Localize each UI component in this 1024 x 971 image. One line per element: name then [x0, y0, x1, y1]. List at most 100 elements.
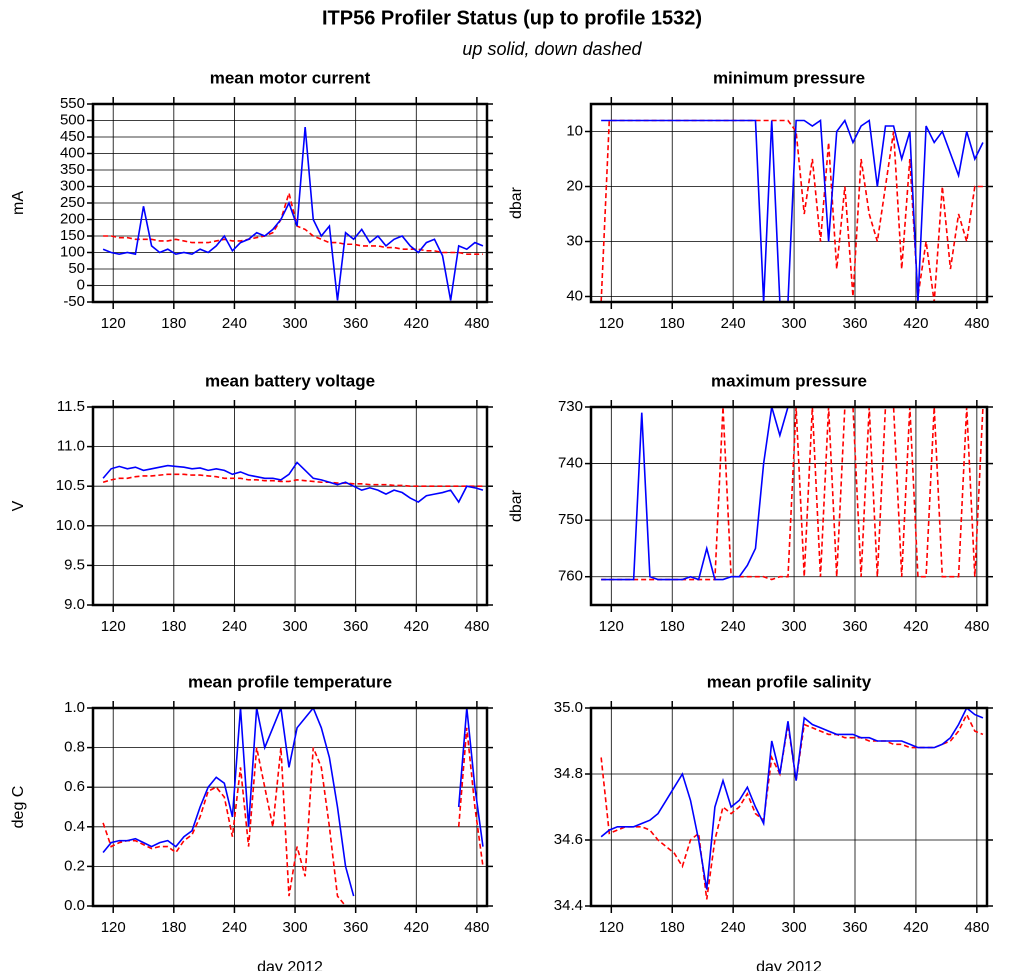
y-tick-label: 9.0 — [64, 596, 85, 613]
x-tick-label: 300 — [283, 618, 308, 635]
series-line — [102, 708, 484, 897]
y-tick-label: 760 — [558, 568, 583, 585]
x-tick-label: 420 — [903, 919, 928, 936]
y-tick-label: 0.4 — [64, 818, 85, 835]
series-line — [600, 708, 984, 890]
y-tick-label: 550 — [60, 95, 85, 112]
x-tick-label: 120 — [599, 618, 624, 635]
x-tick-label: 480 — [464, 919, 489, 936]
panel: mean motor currentmA-5005010015020025030… — [10, 68, 493, 332]
y-tick-label: 1.0 — [64, 699, 85, 716]
panel-title: mean motor current — [210, 68, 371, 87]
x-tick-label: 240 — [222, 315, 247, 332]
x-tick-label: 180 — [161, 618, 186, 635]
x-axis-label: day 2012 — [257, 959, 323, 971]
y-tick-label: 34.8 — [554, 765, 583, 782]
x-tick-label: 180 — [660, 618, 685, 635]
y-tick-label: 300 — [60, 177, 85, 194]
x-tick-label: 480 — [964, 919, 989, 936]
x-tick-label: 120 — [101, 919, 126, 936]
panel-title: mean battery voltage — [205, 371, 375, 390]
series-line — [102, 727, 484, 906]
series-line — [600, 712, 984, 900]
x-tick-label: 120 — [599, 919, 624, 936]
plot-frame — [589, 405, 989, 607]
x-tick-label: 360 — [343, 919, 368, 936]
y-axis-label: deg C — [10, 786, 27, 829]
y-tick-label: 730 — [558, 398, 583, 415]
x-tick-label: 480 — [464, 315, 489, 332]
panel-title: mean profile salinity — [707, 672, 872, 691]
y-axis-label: V — [10, 500, 27, 511]
plot-area — [600, 118, 984, 302]
series-line — [102, 461, 484, 504]
y-tick-label: 150 — [60, 227, 85, 244]
series-line — [601, 118, 984, 302]
plot-area — [601, 407, 984, 581]
y-tick-label: 30 — [566, 232, 583, 249]
x-tick-label: 120 — [599, 315, 624, 332]
x-tick-label: 420 — [903, 315, 928, 332]
y-tick-label: 400 — [60, 144, 85, 161]
x-tick-label: 480 — [964, 315, 989, 332]
plot-frame — [91, 405, 489, 607]
panel: maximum pressure dbar 730 740 750 760 120 180 24… — [508, 371, 993, 635]
x-tick-label: 360 — [842, 919, 867, 936]
x-tick-label: 300 — [283, 919, 308, 936]
x-tick-label: 420 — [404, 919, 429, 936]
y-tick-label: 0 — [77, 276, 85, 293]
panel: minimum pressure dbar 10 20 30 40 120 180 240 300… — [508, 68, 993, 332]
y-tick-label: 350 — [60, 161, 85, 178]
x-tick-label: 300 — [782, 618, 807, 635]
x-tick-label: 300 — [283, 315, 308, 332]
x-tick-label: 120 — [101, 315, 126, 332]
figure-title: ITP56 Profiler Status (up to profile 153… — [322, 7, 702, 29]
y-tick-label: 40 — [566, 287, 583, 304]
panel-title: maximum pressure — [711, 371, 867, 390]
y-tick-label: 9.5 — [64, 556, 85, 573]
y-tick-label: 0.8 — [64, 739, 85, 756]
panel: mean battery voltage V 9.0 9.5 10.0 10.5 11.0 1… — [10, 371, 493, 635]
x-tick-label: 300 — [782, 919, 807, 936]
panel-title: minimum pressure — [713, 68, 865, 87]
y-axis-label: dbar — [508, 186, 525, 219]
plot-area — [102, 127, 484, 301]
y-tick-label: 34.4 — [554, 897, 583, 914]
y-tick-label: 20 — [566, 177, 583, 194]
plot-area — [600, 708, 984, 900]
x-tick-label: 420 — [903, 618, 928, 635]
x-tick-label: 180 — [161, 315, 186, 332]
x-tick-label: 240 — [721, 618, 746, 635]
y-tick-label: 11.5 — [57, 398, 85, 415]
x-tick-label: 300 — [782, 315, 807, 332]
figure-subtitle: up solid, down dashed — [462, 39, 642, 59]
y-tick-label: 750 — [558, 511, 583, 528]
x-tick-label: 480 — [964, 618, 989, 635]
x-tick-label: 240 — [721, 919, 746, 936]
y-tick-label: 200 — [60, 210, 85, 227]
y-tick-label: 100 — [60, 243, 85, 260]
x-tick-label: 240 — [222, 919, 247, 936]
y-tick-label: 35.0 — [554, 699, 583, 716]
x-tick-label: 360 — [842, 315, 867, 332]
y-axis-label: dbar — [508, 489, 525, 522]
x-tick-label: 360 — [343, 315, 368, 332]
panel-title: mean profile temperature — [188, 672, 392, 691]
y-tick-label: 450 — [60, 128, 85, 145]
x-tick-label: 180 — [660, 919, 685, 936]
y-tick-label: 11.0 — [57, 438, 85, 455]
plot-area — [102, 708, 484, 906]
panel: mean profile temperature deg C day 2012 0.0… — [10, 672, 493, 971]
y-tick-label: 740 — [558, 455, 583, 472]
panel: mean profile salinity day 2012 34.4 34.6 34.… — [554, 672, 993, 971]
x-tick-label: 420 — [404, 315, 429, 332]
y-tick-label: 10.5 — [56, 477, 85, 494]
series-line — [601, 407, 984, 581]
plot-frame — [589, 706, 989, 908]
x-tick-label: 420 — [404, 618, 429, 635]
y-tick-label: 500 — [60, 111, 85, 128]
series-line — [601, 407, 789, 581]
plot-frame — [91, 102, 489, 304]
y-tick-label: 34.6 — [554, 831, 583, 848]
